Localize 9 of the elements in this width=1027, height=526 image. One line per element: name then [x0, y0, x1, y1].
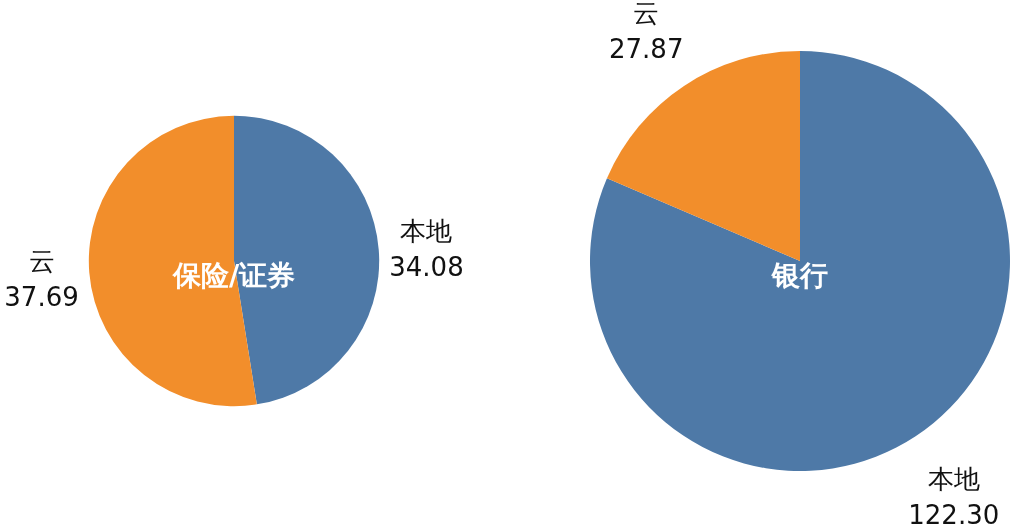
slice-label: 本地 — [400, 215, 453, 246]
slice-label: 云 — [633, 0, 660, 28]
text: 银行 — [771, 259, 828, 292]
data-label: 122.30 — [908, 500, 1000, 526]
data-label: 34.08 — [389, 251, 464, 282]
data-label: 37.69 — [4, 282, 79, 313]
data-label: 27.87 — [609, 33, 684, 64]
slice-label: 云 — [28, 246, 55, 277]
slice-label: 本地 — [927, 464, 980, 495]
